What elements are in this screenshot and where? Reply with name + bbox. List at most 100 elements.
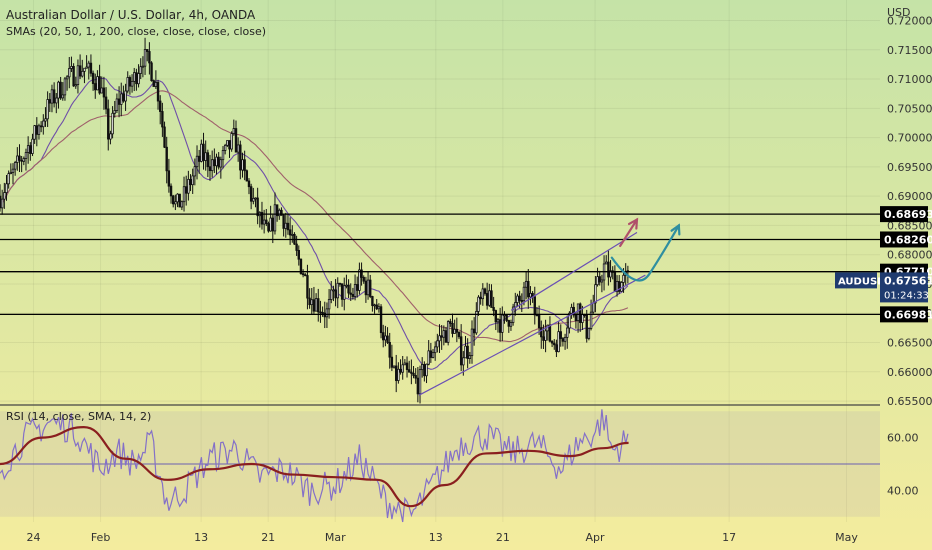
candle[interactable] [321, 306, 324, 317]
candle[interactable] [386, 327, 389, 344]
candle[interactable] [349, 283, 352, 302]
candle[interactable] [243, 150, 246, 181]
candle[interactable] [509, 319, 513, 331]
candle[interactable] [314, 293, 318, 312]
candle[interactable] [553, 339, 556, 350]
candle[interactable] [61, 82, 64, 101]
candle[interactable] [576, 303, 580, 333]
candle[interactable] [137, 64, 140, 88]
candle[interactable] [579, 302, 582, 332]
candle[interactable] [148, 42, 151, 75]
candle[interactable] [529, 286, 532, 306]
candle[interactable] [42, 114, 45, 135]
candle[interactable] [239, 140, 242, 180]
candle[interactable] [78, 54, 82, 80]
candle[interactable] [483, 287, 487, 296]
candle[interactable] [360, 262, 363, 286]
candle[interactable] [362, 275, 365, 284]
candle[interactable] [492, 296, 495, 317]
candle[interactable] [377, 303, 381, 313]
candle[interactable] [596, 267, 599, 287]
candle[interactable] [566, 315, 569, 349]
candle[interactable] [200, 139, 203, 163]
candle[interactable] [550, 340, 554, 348]
candle[interactable] [498, 307, 502, 342]
candle[interactable] [256, 187, 259, 225]
candle[interactable] [204, 140, 207, 171]
candle[interactable] [537, 305, 541, 335]
candle[interactable] [312, 286, 316, 314]
candle[interactable] [472, 317, 476, 346]
candle[interactable] [334, 279, 337, 307]
candle[interactable] [122, 85, 125, 103]
candle[interactable] [167, 158, 171, 193]
candle[interactable] [410, 359, 413, 385]
candle[interactable] [31, 133, 34, 157]
candle[interactable] [3, 182, 6, 209]
candle[interactable] [7, 170, 10, 189]
candle[interactable] [401, 355, 404, 380]
candle[interactable] [135, 68, 138, 91]
candle[interactable] [96, 70, 99, 91]
candle[interactable] [561, 337, 565, 347]
candle[interactable] [423, 361, 426, 382]
candle[interactable] [94, 73, 97, 99]
candle[interactable] [494, 309, 498, 331]
candle[interactable] [449, 318, 452, 327]
candle[interactable] [444, 326, 448, 343]
candle[interactable] [317, 288, 320, 322]
candle[interactable] [180, 200, 184, 211]
candle[interactable] [451, 313, 454, 338]
candle[interactable] [249, 183, 253, 210]
candle[interactable] [113, 100, 116, 118]
candle[interactable] [540, 320, 543, 349]
candle[interactable] [356, 276, 359, 298]
candle[interactable] [427, 340, 430, 366]
candle[interactable] [241, 152, 244, 178]
candle[interactable] [345, 274, 348, 289]
candle[interactable] [72, 63, 75, 87]
candle[interactable] [431, 348, 435, 359]
candle[interactable] [215, 153, 218, 175]
candle[interactable] [191, 168, 194, 194]
candle[interactable] [284, 212, 287, 238]
candle[interactable] [336, 277, 339, 309]
candle[interactable] [187, 170, 190, 201]
candle[interactable] [176, 193, 179, 208]
candle[interactable] [453, 319, 456, 334]
candle[interactable] [59, 76, 62, 100]
candle[interactable] [407, 360, 411, 373]
candle[interactable] [429, 342, 433, 363]
candle[interactable] [600, 274, 604, 293]
candle[interactable] [197, 149, 201, 174]
candle[interactable] [459, 324, 463, 372]
candle[interactable] [20, 155, 23, 173]
candle[interactable] [0, 184, 2, 212]
candle[interactable] [433, 341, 437, 361]
candle[interactable] [247, 178, 251, 195]
candle[interactable] [37, 123, 41, 140]
candle[interactable] [226, 140, 229, 148]
candle[interactable] [572, 302, 575, 318]
candle[interactable] [217, 152, 220, 170]
candle[interactable] [141, 56, 145, 78]
candle[interactable] [57, 80, 60, 109]
candle[interactable] [55, 92, 58, 114]
candle[interactable] [83, 67, 86, 84]
candle[interactable] [202, 132, 205, 170]
candle[interactable] [304, 273, 307, 277]
candle[interactable] [213, 148, 216, 173]
candle[interactable] [24, 148, 28, 171]
candle[interactable] [74, 76, 77, 89]
candle[interactable] [91, 70, 95, 91]
candle[interactable] [139, 58, 142, 80]
candle[interactable] [143, 37, 147, 75]
candle[interactable] [488, 283, 491, 307]
candle[interactable] [0, 189, 4, 215]
candle[interactable] [522, 281, 526, 306]
candle[interactable] [496, 317, 500, 333]
candle[interactable] [555, 339, 558, 358]
candle[interactable] [607, 249, 610, 286]
candle[interactable] [271, 214, 275, 244]
